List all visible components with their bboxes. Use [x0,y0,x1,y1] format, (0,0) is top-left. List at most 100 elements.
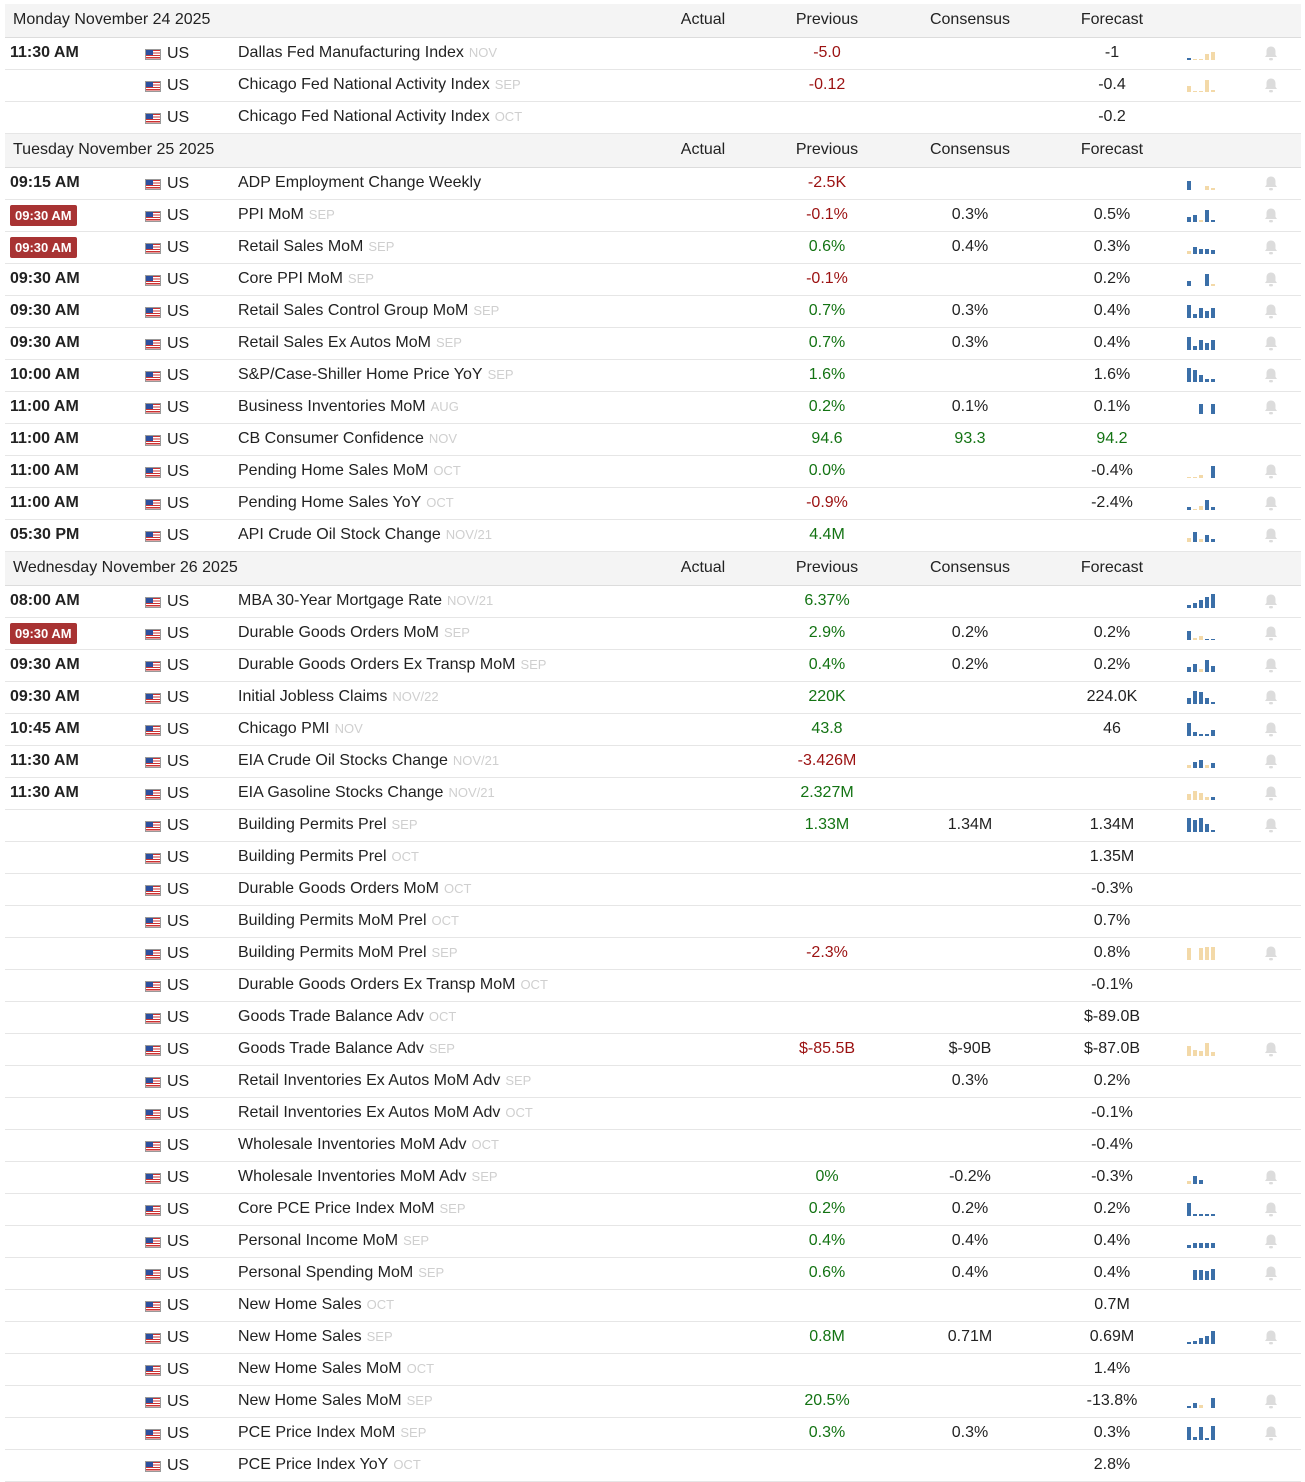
bell-icon[interactable] [1263,175,1279,192]
calendar-row[interactable]: US Goods Trade Balance Adv OCT $-89.0B [5,1002,1301,1034]
calendar-row[interactable]: 09:30 AM US Durable Goods Orders Ex Transp… [5,650,1301,682]
bell-icon[interactable] [1263,753,1279,770]
sparkline-chart[interactable] [1185,1264,1215,1284]
calendar-row[interactable]: 09:30 AM US Retail Sales Ex Autos MoM SEP 0.… [5,328,1301,360]
sparkline-chart[interactable] [1185,44,1215,64]
calendar-row[interactable]: 11:00 AM US Pending Home Sales YoY OCT -0.9%… [5,488,1301,520]
calendar-row[interactable]: US Building Permits Prel SEP 1.33M 1.34M 1.34… [5,810,1301,842]
bell-icon[interactable] [1263,785,1279,802]
bell-icon[interactable] [1263,945,1279,962]
calendar-row[interactable]: 05:30 PM US API Crude Oil Stock Change NOV/… [5,520,1301,552]
event-name-link[interactable]: Dallas Fed Manufacturing Index NOV [238,44,498,61]
event-name-link[interactable]: New Home Sales MoM SEP [238,1392,433,1409]
bell-icon[interactable] [1263,1265,1279,1282]
event-name-link[interactable]: EIA Gasoline Stocks Change NOV/21 [238,784,495,801]
calendar-row[interactable]: US Wholesale Inventories MoM Adv SEP 0% -0.2… [5,1162,1301,1194]
bell-icon[interactable] [1263,527,1279,544]
calendar-row[interactable]: US New Home Sales MoM OCT 1.4% [5,1354,1301,1386]
bell-icon[interactable] [1263,367,1279,384]
calendar-row[interactable]: 09:30 AM US PPI MoM SEP -0.1% 0.3% 0.5% [5,200,1301,232]
event-name-link[interactable]: Goods Trade Balance Adv SEP [238,1040,455,1057]
bell-icon[interactable] [1263,721,1279,738]
sparkline-chart[interactable] [1185,494,1215,514]
calendar-row[interactable]: 11:30 AM US EIA Gasoline Stocks Change NOV/… [5,778,1301,810]
column-header-forecast[interactable]: Forecast [1080,11,1144,28]
event-name-link[interactable]: Durable Goods Orders MoM SEP [238,624,470,641]
calendar-row[interactable]: US New Home Sales SEP 0.8M 0.71M 0.69M [5,1322,1301,1354]
event-name-link[interactable]: Retail Sales Control Group MoM SEP [238,302,500,319]
event-name-link[interactable]: Pending Home Sales YoY OCT [238,494,454,511]
sparkline-chart[interactable] [1185,1328,1215,1348]
event-name-link[interactable]: Chicago Fed National Activity Index SEP [238,76,521,93]
event-name-link[interactable]: PCE Price Index YoY OCT [238,1456,421,1473]
sparkline-chart[interactable] [1185,238,1215,258]
event-name-link[interactable]: New Home Sales OCT [238,1296,395,1313]
bell-icon[interactable] [1263,335,1279,352]
bell-icon[interactable] [1263,1425,1279,1442]
sparkline-chart[interactable] [1185,76,1215,96]
sparkline-chart[interactable] [1185,1168,1215,1188]
calendar-row[interactable]: US Personal Spending MoM SEP 0.6% 0.4% 0.4% [5,1258,1301,1290]
bell-icon[interactable] [1263,817,1279,834]
event-name-link[interactable]: Business Inventories MoM AUG [238,398,459,415]
sparkline-chart[interactable] [1185,462,1215,482]
event-name-link[interactable]: Core PCE Price Index MoM SEP [238,1200,466,1217]
calendar-row[interactable]: 10:00 AM US S&P/Case-Shiller Home Price Yo… [5,360,1301,392]
calendar-row[interactable]: US Wholesale Inventories MoM Adv OCT -0.4% [5,1130,1301,1162]
column-header-actual[interactable]: Actual [680,11,726,28]
calendar-row[interactable]: US Retail Inventories Ex Autos MoM Adv OCT… [5,1098,1301,1130]
event-name-link[interactable]: S&P/Case-Shiller Home Price YoY SEP [238,366,514,383]
calendar-row[interactable]: US Building Permits Prel OCT 1.35M [5,842,1301,874]
column-header-consensus[interactable]: Consensus [929,11,1011,28]
sparkline-chart[interactable] [1185,334,1215,354]
calendar-row[interactable]: US New Home Sales OCT 0.7M [5,1290,1301,1322]
event-name-link[interactable]: Durable Goods Orders MoM OCT [238,880,472,897]
bell-icon[interactable] [1263,207,1279,224]
event-name-link[interactable]: PCE Price Index MoM SEP [238,1424,427,1441]
sparkline-chart[interactable] [1185,1040,1215,1060]
calendar-row[interactable]: 08:00 AM US MBA 30-Year Mortgage Rate NOV/2… [5,586,1301,618]
event-name-link[interactable]: ADP Employment Change Weekly [238,174,482,191]
event-name-link[interactable]: PPI MoM SEP [238,206,335,223]
sparkline-chart[interactable] [1185,270,1215,290]
column-header-consensus[interactable]: Consensus [929,141,1011,158]
column-header-forecast[interactable]: Forecast [1080,141,1144,158]
calendar-row[interactable]: 10:45 AM US Chicago PMI NOV 43.8 46 [5,714,1301,746]
event-name-link[interactable]: Core PPI MoM SEP [238,270,374,287]
calendar-row[interactable]: US Core PCE Price Index MoM SEP 0.2% 0.2% 0.2… [5,1194,1301,1226]
sparkline-chart[interactable] [1185,1200,1215,1220]
calendar-row[interactable]: 11:00 AM US Pending Home Sales MoM OCT 0.0% -… [5,456,1301,488]
bell-icon[interactable] [1263,1329,1279,1346]
sparkline-chart[interactable] [1185,592,1215,612]
column-header-forecast[interactable]: Forecast [1080,559,1144,576]
column-header-previous[interactable]: Previous [795,559,859,576]
event-name-link[interactable]: Retail Inventories Ex Autos MoM Adv OCT [238,1104,533,1121]
bell-icon[interactable] [1263,239,1279,256]
calendar-row[interactable]: US New Home Sales MoM SEP 20.5% -13.8% [5,1386,1301,1418]
bell-icon[interactable] [1263,689,1279,706]
bell-icon[interactable] [1263,495,1279,512]
column-header-previous[interactable]: Previous [795,11,859,28]
event-name-link[interactable]: Personal Income MoM SEP [238,1232,430,1249]
calendar-row[interactable]: US Durable Goods Orders MoM OCT -0.3% [5,874,1301,906]
event-name-link[interactable]: MBA 30-Year Mortgage Rate NOV/21 [238,592,494,609]
sparkline-chart[interactable] [1185,206,1215,226]
event-name-link[interactable]: Chicago Fed National Activity Index OCT [238,108,523,125]
column-header-actual[interactable]: Actual [680,141,726,158]
sparkline-chart[interactable] [1185,688,1215,708]
calendar-row[interactable]: 09:30 AM US Core PPI MoM SEP -0.1% 0.2% [5,264,1301,296]
calendar-row[interactable]: 11:00 AM US Business Inventories MoM AUG 0.2… [5,392,1301,424]
calendar-row[interactable]: US Chicago Fed National Activity Index OCT… [5,102,1301,134]
event-name-link[interactable]: Building Permits Prel SEP [238,816,418,833]
sparkline-chart[interactable] [1185,784,1215,804]
bell-icon[interactable] [1263,399,1279,416]
calendar-row[interactable]: US Chicago Fed National Activity Index SEP… [5,70,1301,102]
event-name-link[interactable]: Building Permits MoM Prel OCT [238,912,459,929]
calendar-row[interactable]: US Durable Goods Orders Ex Transp MoM OCT -… [5,970,1301,1002]
calendar-row[interactable]: US Building Permits MoM Prel OCT 0.7% [5,906,1301,938]
calendar-row[interactable]: 09:30 AM US Retail Sales MoM SEP 0.6% 0.4% 0.3… [5,232,1301,264]
event-name-link[interactable]: New Home Sales MoM OCT [238,1360,435,1377]
sparkline-chart[interactable] [1185,656,1215,676]
sparkline-chart[interactable] [1185,1424,1215,1444]
event-name-link[interactable]: Goods Trade Balance Adv OCT [238,1008,457,1025]
